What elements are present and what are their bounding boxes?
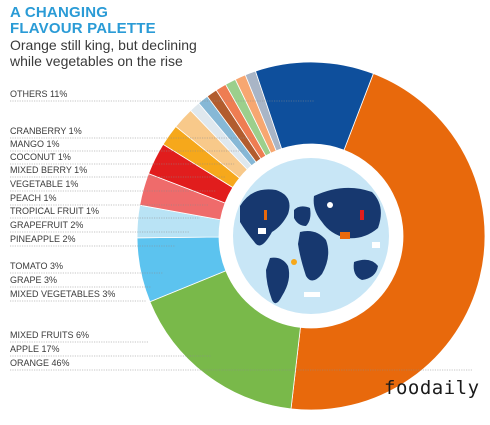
label-tropical-fruit: TROPICAL FRUIT 1% xyxy=(10,206,99,216)
label-mango: MANGO 1% xyxy=(10,139,60,149)
world-map-icon xyxy=(240,187,381,304)
label-tomato: TOMATO 3% xyxy=(10,261,63,271)
chart-title-line-1: A CHANGING xyxy=(10,4,109,21)
label-mixed-fruits: MIXED FRUITS 6% xyxy=(10,330,89,340)
label-orange: ORANGE 46% xyxy=(10,358,70,368)
label-peach: PEACH 1% xyxy=(10,193,57,203)
chart-title-line-2: FLAVOUR PALETTE xyxy=(10,20,156,37)
label-others: OTHERS 11% xyxy=(10,89,67,99)
label-apple: APPLE 17% xyxy=(10,344,60,354)
foodaily-watermark: foodaily xyxy=(384,377,480,399)
label-vegetable: VEGETABLE 1% xyxy=(10,179,78,189)
label-coconut: COCONUT 1% xyxy=(10,152,71,162)
label-cranberry: CRANBERRY 1% xyxy=(10,126,82,136)
label-mixed-berry: MIXED BERRY 1% xyxy=(10,165,87,175)
header: A CHANGING FLAVOUR PALETTE Orange still … xyxy=(10,4,197,70)
globe-illustration xyxy=(219,144,403,328)
label-mixed-vegetables: MIXED VEGETABLES 3% xyxy=(10,289,115,299)
chart-subtitle-line-1: Orange still king, but declining xyxy=(10,37,197,53)
globe-decorations xyxy=(258,202,380,297)
label-pineapple: PINEAPPLE 2% xyxy=(10,234,76,244)
chart-subtitle-line-2: while vegetables on the rise xyxy=(10,53,183,69)
label-grapefruit: GRAPEFRUIT 2% xyxy=(10,220,83,230)
donut-slices xyxy=(136,61,486,411)
label-leader-lines xyxy=(10,100,473,371)
slice-labels: ORANGE 46% APPLE 17% MIXED FRUITS 6% MIXED … xyxy=(10,89,115,368)
label-grape: GRAPE 3% xyxy=(10,275,57,285)
